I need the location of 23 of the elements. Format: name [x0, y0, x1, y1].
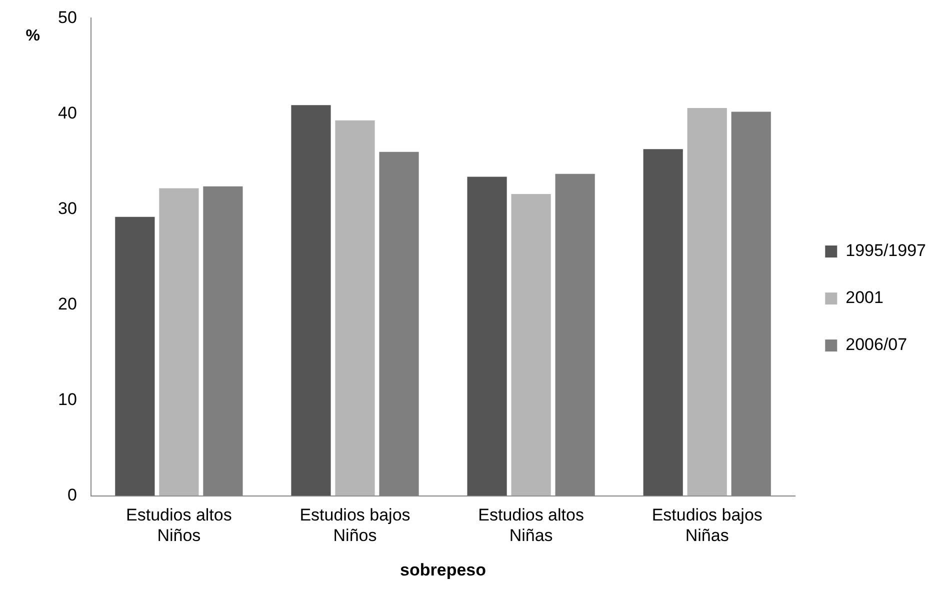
bar	[511, 194, 551, 496]
bar	[687, 108, 727, 496]
legend-label: 2001	[846, 288, 884, 308]
x-tick-label: Estudios altos Niñas	[478, 506, 584, 546]
y-tick-label: 50	[58, 8, 77, 27]
y-tick-label: 20	[58, 294, 77, 314]
bar	[643, 149, 683, 496]
bar	[467, 176, 507, 496]
y-axis-title: %	[26, 28, 40, 45]
bar	[159, 188, 199, 496]
bar	[335, 120, 375, 496]
y-tick-label: 40	[58, 103, 77, 122]
legend-label: 1995/1997	[846, 241, 926, 260]
y-tick-label: 0	[67, 485, 77, 504]
y-tick-label: 10	[58, 390, 77, 409]
x-tick-label: Estudios bajos Niñas	[652, 506, 762, 546]
x-axis-title: sobrepeso	[400, 560, 486, 580]
bar	[115, 216, 155, 496]
x-tick-label: Estudios altos Niños	[126, 506, 232, 546]
bar	[291, 105, 331, 496]
x-tick-label: Estudios bajos Niños	[300, 506, 410, 546]
legend-label: 2006/07	[846, 335, 908, 354]
y-tick-label: 30	[58, 198, 77, 218]
